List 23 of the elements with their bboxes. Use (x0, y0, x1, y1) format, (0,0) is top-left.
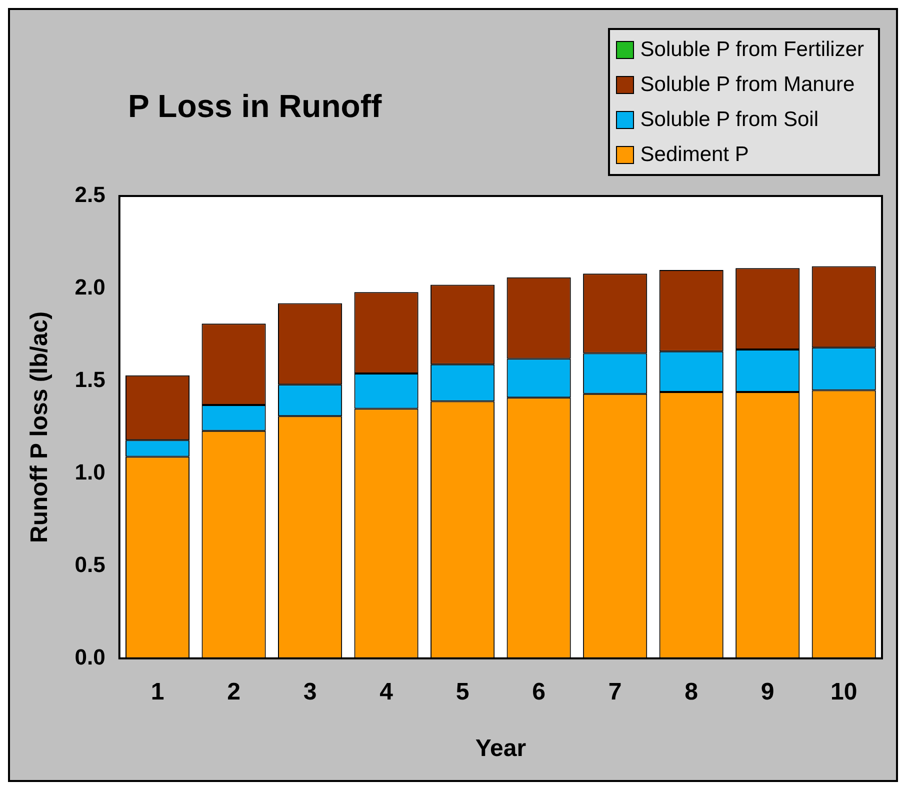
x-tick-label: 10 (830, 678, 858, 706)
x-tick-label: 7 (608, 678, 622, 706)
x-tick-label: 5 (456, 678, 470, 706)
y-tick-label: 0.5 (74, 552, 106, 577)
y-axis-title: Runoff P loss (lb/ac) (26, 311, 54, 543)
x-tick-label: 4 (380, 678, 394, 706)
x-axis-title: Year (475, 735, 526, 762)
y-tick-label: 1.0 (74, 460, 106, 485)
x-tick-label: 9 (760, 678, 774, 706)
y-tick-label: 1.5 (74, 367, 106, 392)
legend-label: Soluble P from Manure (640, 72, 855, 98)
x-tick-label: 8 (684, 678, 698, 706)
x-tick-label: 2 (227, 678, 240, 706)
y-tick-label: 0.0 (74, 644, 106, 670)
legend-label: Soluble P from Fertilizer (640, 37, 864, 63)
chart-title: P Loss in Runoff (128, 88, 382, 125)
y-tick-label: 2.5 (74, 182, 106, 208)
legend-label: Sediment P (640, 142, 749, 168)
x-tick-label: 1 (150, 678, 164, 706)
legend-label: Soluble P from Soil (640, 107, 818, 133)
x-tick-label: 6 (532, 678, 546, 706)
x-tick-label: 3 (303, 678, 317, 706)
y-tick-label: 2.0 (74, 274, 106, 300)
